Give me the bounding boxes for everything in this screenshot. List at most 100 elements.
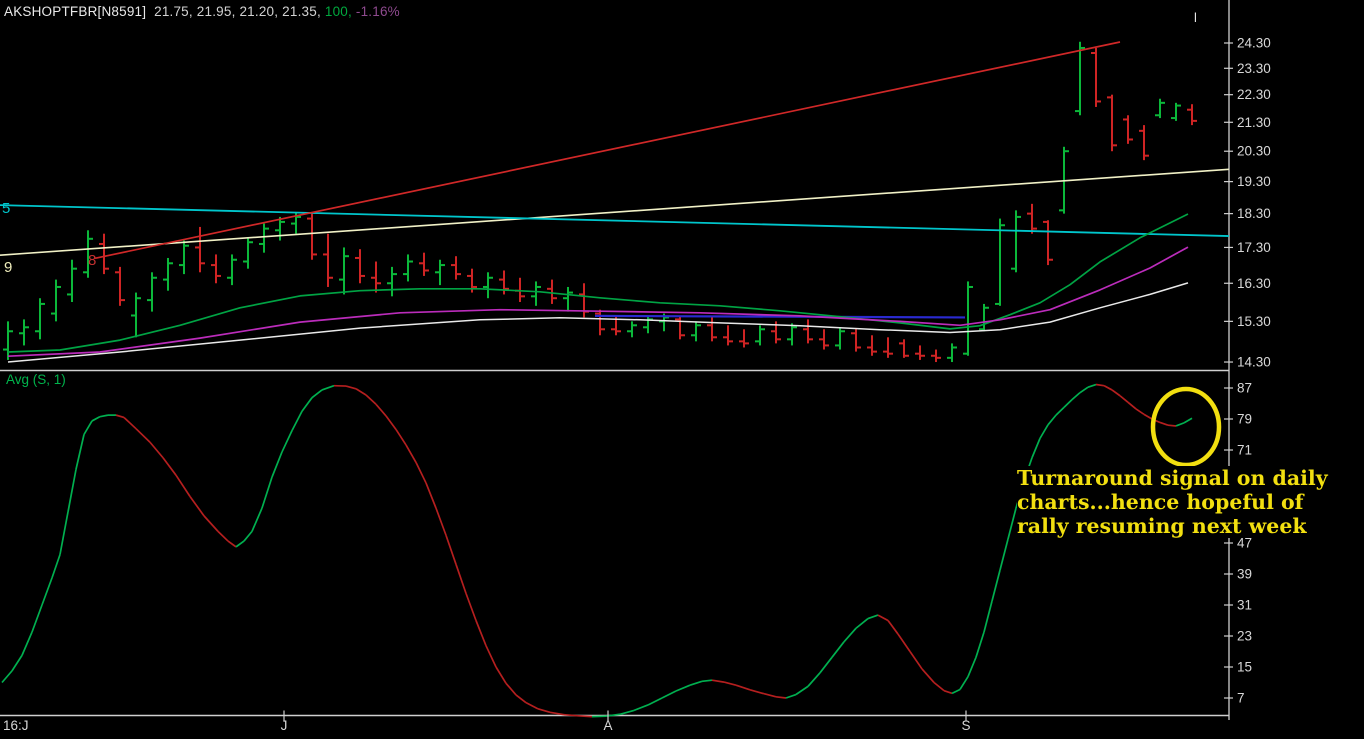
trendline-number-label-5: 5	[2, 200, 11, 217]
price-axis-label: 23.30	[1237, 61, 1271, 76]
oscillator-segment	[465, 593, 477, 621]
time-axis-label: J	[281, 718, 288, 733]
oscillator-segment	[365, 394, 377, 405]
annotation-text: Turnaround signal on daily charts...henc…	[1017, 466, 1331, 538]
oscillator-segment	[843, 627, 857, 643]
oscillator-segment	[162, 457, 177, 476]
indicator-axis-label: 79	[1237, 412, 1252, 427]
price-axis-label: 18.30	[1237, 206, 1271, 221]
ma-white	[7, 282, 1189, 363]
oscillator-segment	[763, 692, 777, 698]
oscillator-segment	[435, 507, 447, 536]
oscillator-segment	[1175, 422, 1185, 427]
oscillator-segment	[991, 569, 1001, 602]
oscillator-segment	[525, 701, 539, 710]
indicator-axis-label: 87	[1237, 381, 1252, 396]
indicator-axis-label: 31	[1237, 598, 1252, 613]
oscillator-segment	[515, 694, 527, 704]
oscillator-segment	[1135, 408, 1145, 416]
oscillator-segment	[951, 688, 961, 695]
annotation-circle	[1150, 386, 1222, 468]
oscillator-segment	[99, 414, 109, 418]
oscillator-segment	[943, 689, 953, 695]
oscillator-segment	[405, 444, 417, 463]
annotation-line-2: charts...hence hopeful of	[1017, 490, 1307, 514]
oscillator-segment	[75, 434, 85, 470]
oscillator-segment	[785, 693, 797, 699]
oscillator-segment	[909, 651, 923, 670]
oscillator-segment	[1039, 424, 1049, 439]
oscillator-segment	[1, 670, 13, 684]
oscillator-segment	[967, 656, 977, 678]
oscillator-segment	[735, 684, 751, 691]
indicator-axis-label: 39	[1237, 567, 1252, 582]
oscillator-segment	[1047, 414, 1057, 426]
oscillator-segment	[31, 604, 43, 633]
oscillator-segment	[1007, 507, 1017, 540]
oscillator-segment	[933, 681, 945, 692]
oscillator-segment	[311, 389, 323, 399]
oscillator-segment	[921, 668, 935, 684]
oscillator-segment	[1183, 417, 1193, 424]
oscillator-segment	[83, 420, 93, 435]
oscillator-segment	[1103, 384, 1113, 391]
oscillator-segment	[11, 654, 23, 672]
oscillator-segment	[271, 451, 283, 478]
oscillator-segment	[897, 633, 911, 652]
oscillator-segment	[41, 577, 53, 606]
indicator-name-label: Avg (S, 1)	[6, 372, 66, 387]
cursor-mark: l	[1194, 10, 1197, 25]
oscillator-segment	[1095, 383, 1105, 387]
oscillator-segment	[749, 689, 765, 695]
oscillator-segment	[549, 711, 565, 716]
trendline-cyan-5	[0, 204, 1230, 237]
oscillator-segment	[505, 682, 517, 696]
oscillator-segment	[1071, 392, 1081, 401]
oscillator-segment	[291, 410, 303, 432]
oscillator-segment	[1063, 399, 1073, 408]
oscillator-segment	[485, 645, 497, 668]
oscillator-segment	[217, 530, 229, 542]
oscillator-segment	[689, 680, 703, 687]
oscillator-segment	[189, 496, 205, 517]
trendline-pale-9	[0, 168, 1230, 256]
oscillator-segment	[455, 564, 467, 594]
oscillator-segment	[701, 679, 713, 683]
oscillator-segment	[887, 619, 899, 635]
oscillator-segment	[261, 476, 273, 509]
oscillator-segment	[661, 690, 677, 699]
oscillator-segment	[1055, 406, 1065, 416]
oscillator-segment	[203, 515, 219, 532]
annotation-line-3: rally resuming next week	[1017, 514, 1310, 538]
indicator-axis-label: 23	[1237, 629, 1252, 644]
oscillator-segment	[1167, 424, 1177, 427]
oscillator-segment	[975, 631, 985, 658]
oscillator-segment	[959, 676, 969, 690]
indicator-axis-label: 7	[1237, 691, 1245, 706]
oscillator-segment	[67, 469, 77, 513]
time-axis-label: A	[603, 718, 612, 733]
oscillator-segment	[1159, 421, 1169, 427]
oscillator-segment	[1127, 401, 1137, 410]
oscillator-segment	[115, 414, 125, 419]
oscillator-segment	[385, 415, 397, 430]
oscillator-segment	[877, 614, 889, 622]
price-axis-label: 15.30	[1237, 314, 1271, 329]
ma-green	[7, 213, 1189, 353]
oscillator-segment	[1031, 438, 1041, 459]
oscillator-segment	[855, 617, 869, 629]
annotation-line-1: Turnaround signal on daily	[1017, 466, 1331, 490]
ma-magenta	[7, 246, 1189, 358]
oscillator-segment	[775, 695, 787, 699]
oscillator-segment	[235, 540, 245, 548]
price-axis-label: 19.30	[1237, 174, 1271, 189]
oscillator-segment	[123, 416, 137, 430]
oscillator-segment	[1119, 395, 1129, 403]
oscillator-segment	[475, 620, 487, 647]
oscillator-segment	[495, 666, 507, 684]
oscillator-segment	[983, 600, 993, 633]
price-axis-label: 21.30	[1237, 115, 1271, 130]
oscillator-segment	[445, 534, 457, 565]
oscillator-segment	[251, 507, 263, 532]
